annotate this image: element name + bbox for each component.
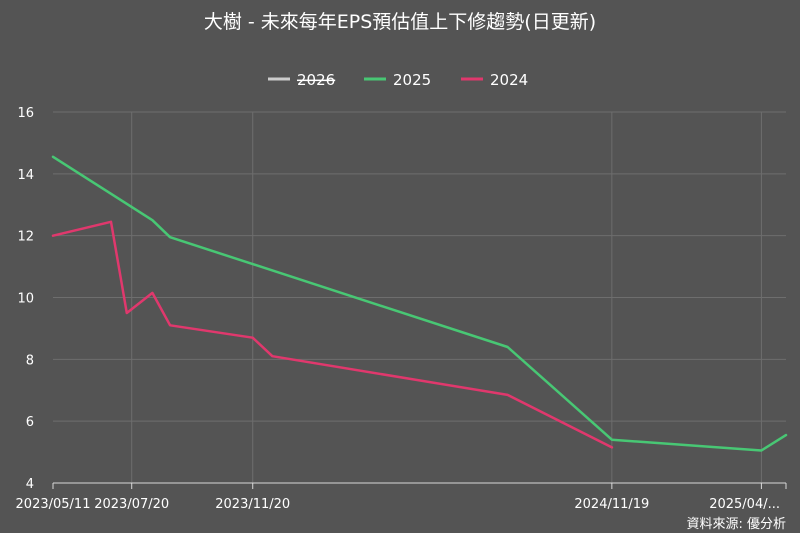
series-line-2024 xyxy=(51,220,614,449)
x-tick-label: 2024/11/19 xyxy=(574,497,649,512)
y-tick-label: 16 xyxy=(17,106,34,121)
legend-label: 2024 xyxy=(490,71,528,89)
y-axis: 4 6 8 10 12 14 16 xyxy=(17,106,34,492)
y-tick-label: 10 xyxy=(17,292,34,307)
legend-item-2024[interactable]: 2024 xyxy=(461,71,528,89)
legend-item-2025[interactable]: 2025 xyxy=(364,71,431,89)
legend: 2026 2025 2024 xyxy=(268,71,528,89)
legend-label: 2025 xyxy=(393,71,431,89)
y-tick-label: 12 xyxy=(17,230,34,245)
x-tick-label: 2023/11/20 xyxy=(215,497,290,512)
y-tick-label: 4 xyxy=(26,477,34,492)
x-tick-label: 2023/07/20 xyxy=(94,497,169,512)
grid xyxy=(53,111,786,483)
series-group xyxy=(51,155,788,452)
x-tick-label: 2025/04/... xyxy=(709,497,780,512)
x-axis: 2023/05/11 2023/07/20 2023/11/20 2024/11/19… xyxy=(16,482,787,512)
source-note: 資料來源: 優分析 xyxy=(686,517,786,532)
series-line-2025 xyxy=(51,155,788,452)
y-tick-label: 8 xyxy=(26,353,34,368)
legend-label: 2026 xyxy=(297,71,335,89)
chart-title: 大樹 - 未來每年EPS預估值上下修趨勢(日更新) xyxy=(204,11,596,33)
legend-item-2026[interactable]: 2026 xyxy=(268,71,335,89)
y-tick-label: 14 xyxy=(17,168,34,183)
y-tick-label: 6 xyxy=(26,415,34,430)
x-tick-label: 2023/05/11 xyxy=(16,497,91,512)
